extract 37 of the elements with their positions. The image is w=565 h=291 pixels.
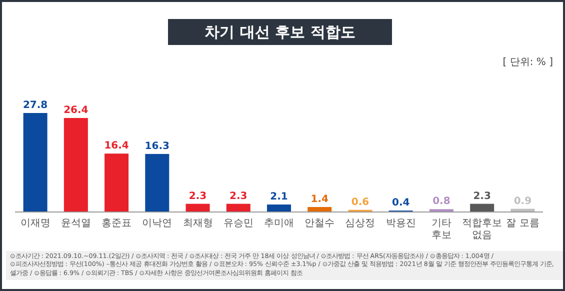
x-tick-label: 유승민	[223, 218, 254, 229]
x-tick-label: 윤석열	[60, 218, 91, 229]
bar	[226, 204, 250, 212]
data-label: 2.3	[230, 190, 248, 202]
data-label: 2.3	[188, 190, 207, 202]
x-tick-label: 최재형	[182, 218, 213, 229]
data-label: 2.1	[270, 192, 288, 203]
bar	[267, 204, 291, 212]
bar	[104, 154, 129, 212]
data-label: 0.8	[432, 196, 450, 208]
data-label: 1.4	[310, 194, 329, 206]
x-tick-label: 추미애	[264, 218, 294, 229]
x-tick-label: 기타 후보	[431, 218, 452, 241]
bar	[64, 118, 88, 212]
x-tick-label: 적합후보 없음	[462, 218, 502, 241]
x-tick-label: 심상정	[345, 218, 376, 229]
data-label: 16.4	[104, 140, 129, 152]
x-tick-label: 홍준표	[102, 218, 132, 229]
x-tick-label: 박용진	[386, 218, 416, 229]
x-tick-label: 잘 모름	[506, 218, 540, 229]
data-label: 2.3	[473, 190, 491, 202]
chart-title: 차기 대선 후보 적합도	[168, 19, 392, 45]
data-label: 0.9	[514, 196, 532, 207]
data-label: 0.4	[392, 198, 410, 209]
bar	[308, 207, 332, 212]
bar	[145, 154, 170, 212]
x-tick-label: 이재명	[20, 218, 50, 229]
x-tick-label: 이낙연	[142, 218, 172, 229]
data-label: 27.8	[22, 100, 48, 111]
x-tick-label: 안철수	[304, 218, 335, 229]
data-label: 0.6	[351, 196, 370, 208]
data-label: 16.3	[144, 140, 170, 152]
bar	[186, 204, 210, 212]
data-label: 26.4	[64, 104, 88, 116]
bar	[470, 204, 494, 212]
bar	[23, 113, 48, 212]
chart-subtitle: [ 단위: % ]	[502, 56, 553, 69]
